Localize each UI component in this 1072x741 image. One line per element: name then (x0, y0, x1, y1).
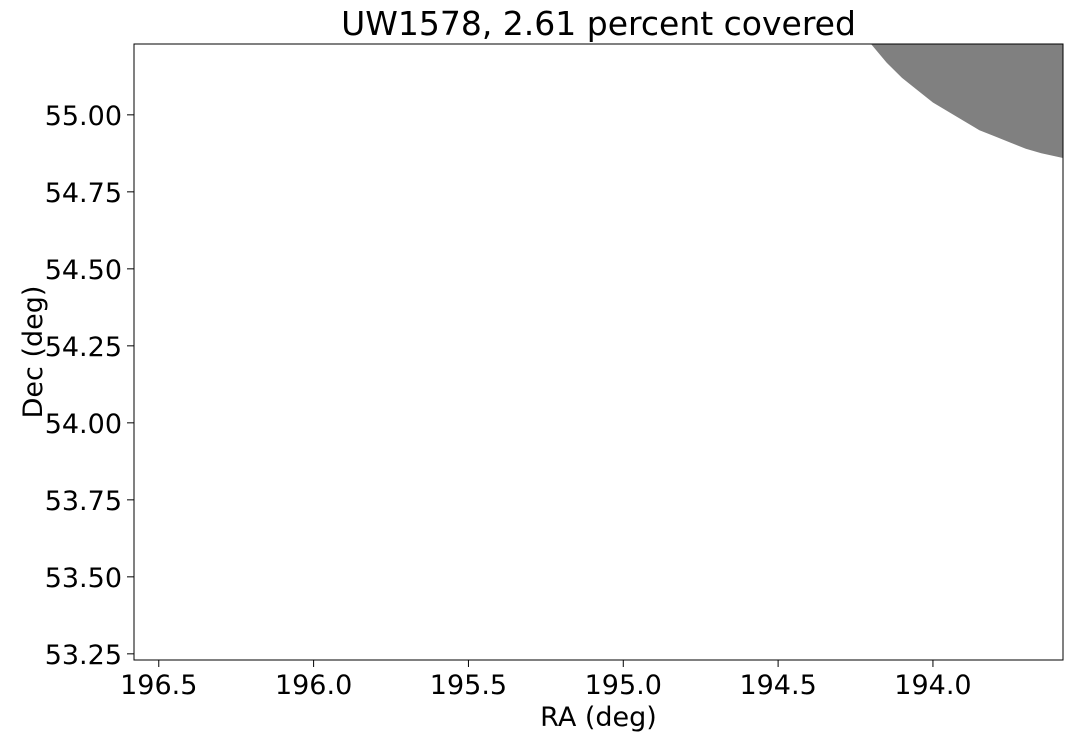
x-tick-label: 194.5 (739, 670, 816, 701)
x-axis-ticks: 196.5 196.0 195.5 195.0 194.5 194.0 (120, 660, 972, 701)
y-axis-ticks: 53.25 53.50 53.75 54.00 54.25 54.50 54.75 55.00 (45, 101, 134, 671)
plot-area-frame (133, 43, 1064, 661)
covered-region (871, 44, 1063, 158)
x-tick-label: 195.5 (430, 670, 507, 701)
y-axis-label: Dec (deg) (18, 286, 49, 419)
y-tick-label: 54.00 (45, 409, 122, 440)
chart-title: UW1578, 2.61 percent covered (341, 4, 856, 43)
covered-region-layer (871, 44, 1063, 158)
y-tick-label: 53.25 (45, 640, 122, 671)
x-tick-label: 195.0 (585, 670, 662, 701)
y-tick-label: 54.50 (45, 255, 122, 286)
y-tick-label: 53.75 (45, 486, 122, 517)
y-tick-label: 54.75 (45, 178, 122, 209)
y-tick-label: 55.00 (45, 101, 122, 132)
y-tick-label: 54.25 (45, 332, 122, 363)
x-axis-label: RA (deg) (540, 702, 657, 733)
y-tick-label: 53.50 (45, 563, 122, 594)
x-tick-label: 196.0 (275, 670, 352, 701)
x-tick-label: 194.0 (894, 670, 971, 701)
x-tick-label: 196.5 (120, 670, 197, 701)
